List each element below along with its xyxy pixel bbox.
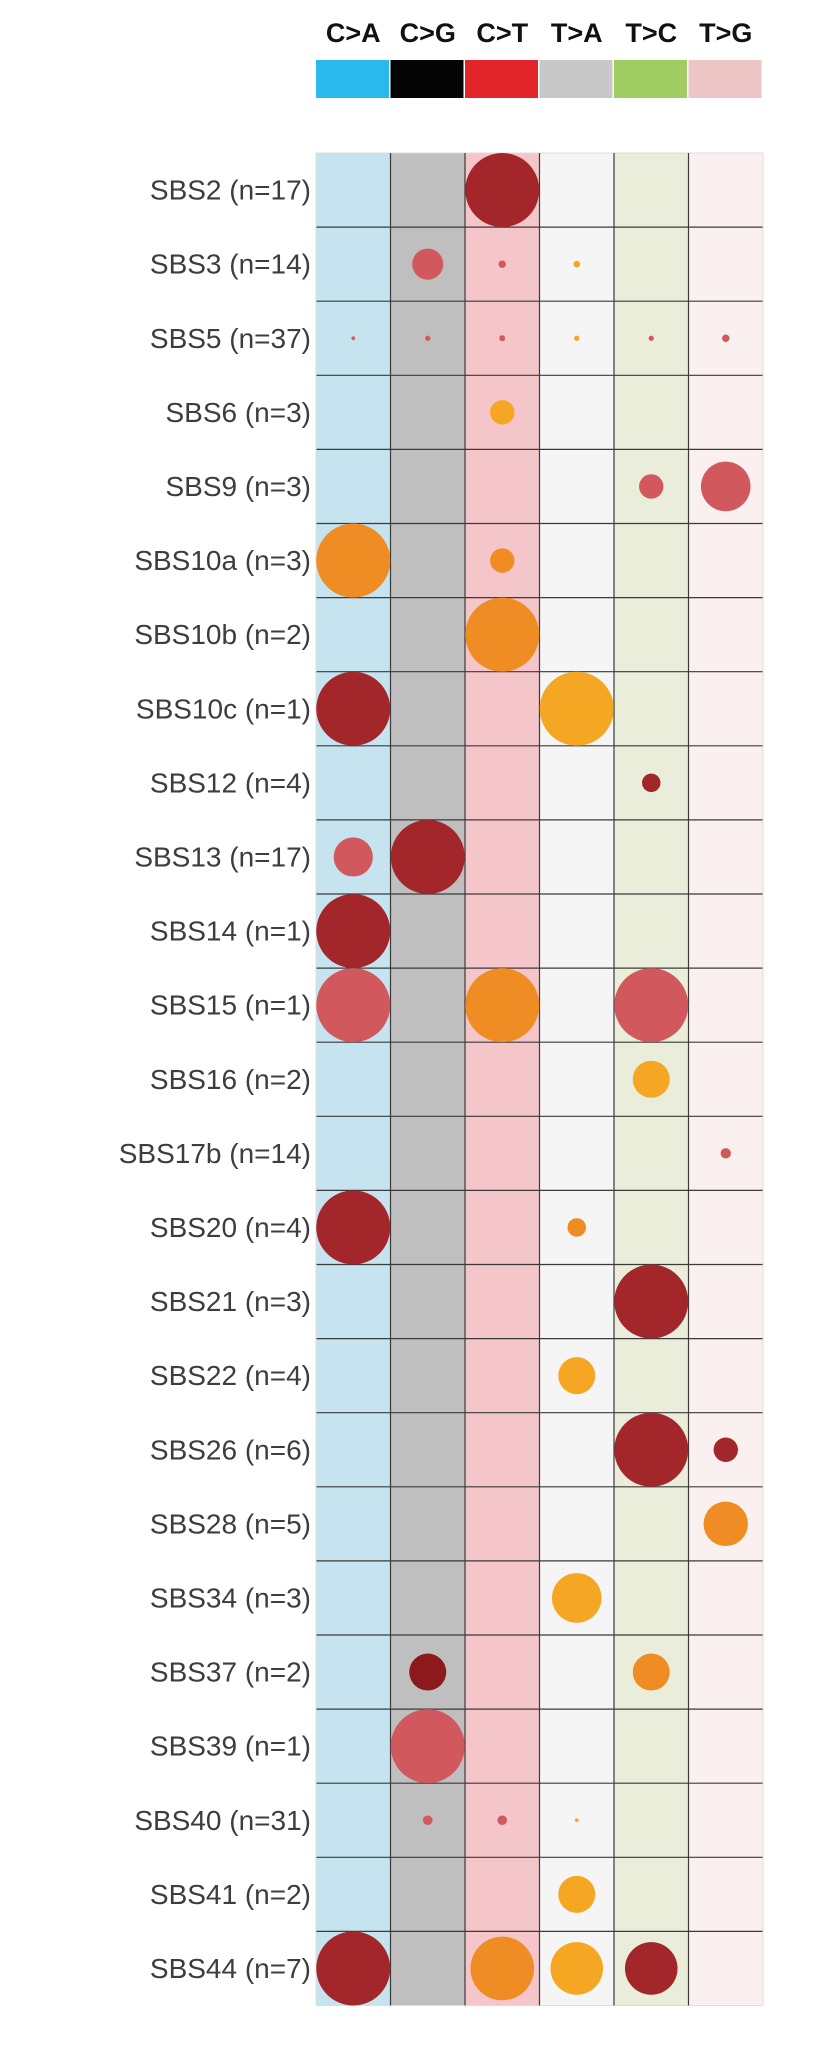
bubble-row3-c-to-t xyxy=(490,400,515,425)
bubble-row14-c-to-a xyxy=(316,1190,391,1265)
bubble-row1-c-to-g xyxy=(412,248,444,280)
legend-label-c-to-g: C>G xyxy=(400,18,456,48)
bubble-row7-c-to-a xyxy=(316,671,391,746)
legend-swatch-c-to-a xyxy=(316,60,389,98)
bubble-row12-t-to-c xyxy=(632,1060,670,1098)
column-band-t-to-g xyxy=(688,153,763,2006)
bubble-row22-t-to-a xyxy=(574,1818,579,1823)
legend-swatch-t-to-a xyxy=(539,60,613,98)
bubble-row2-c-to-a xyxy=(351,336,356,341)
bubble-row7-t-to-a xyxy=(539,671,614,746)
legend-label-t-to-c: T>C xyxy=(625,18,677,48)
bubble-row24-c-to-a xyxy=(316,1931,391,2006)
bubble-row2-c-to-t xyxy=(499,335,506,342)
row-label: SBS20 (n=4) xyxy=(150,1212,311,1243)
row-label: SBS13 (n=17) xyxy=(134,841,311,872)
bubble-row15-t-to-c xyxy=(614,1264,689,1339)
bubble-row8-t-to-c xyxy=(642,773,661,793)
mutation-type-legend: C>A C>G C>T T>A T>C T>G xyxy=(316,18,762,98)
bubble-row2-c-to-g xyxy=(425,335,431,341)
bubble-row2-t-to-c xyxy=(648,335,654,341)
bubble-row24-t-to-c xyxy=(624,1942,678,1995)
bubble-row5-c-to-a xyxy=(316,523,391,598)
row-label: SBS10b (n=2) xyxy=(134,619,311,650)
bubble-row1-c-to-t xyxy=(498,260,506,268)
bubble-row18-t-to-g xyxy=(703,1501,748,1547)
row-label: SBS5 (n=37) xyxy=(150,323,311,354)
row-label: SBS9 (n=3) xyxy=(165,471,311,502)
row-label: SBS15 (n=1) xyxy=(150,990,311,1021)
column-band-c-to-g xyxy=(390,153,465,2006)
row-label: SBS16 (n=2) xyxy=(150,1064,311,1095)
row-label: SBS12 (n=4) xyxy=(150,767,311,798)
row-labels: SBS2 (n=17) SBS3 (n=14) SBS5 (n=37) SBS6 (n… xyxy=(119,175,311,1984)
row-label: SBS14 (n=1) xyxy=(150,916,311,947)
legend-swatch-t-to-g xyxy=(688,60,762,98)
row-label: SBS41 (n=2) xyxy=(150,1879,311,1910)
legend-swatch-c-to-t xyxy=(465,60,538,98)
bubble-row22-c-to-g xyxy=(422,1815,433,1826)
bubble-row13-t-to-g xyxy=(720,1148,731,1159)
row-label: SBS3 (n=14) xyxy=(150,249,311,280)
bubble-row9-c-to-g xyxy=(390,819,465,894)
row-label: SBS6 (n=3) xyxy=(165,397,311,428)
bubble-row19-t-to-a xyxy=(551,1573,602,1623)
row-label: SBS39 (n=1) xyxy=(150,1731,311,1762)
bubble-row22-c-to-t xyxy=(497,1815,508,1826)
row-label: SBS28 (n=5) xyxy=(150,1508,311,1539)
bubble-row0-c-to-t xyxy=(465,153,540,228)
bubble-row2-t-to-g xyxy=(722,334,730,342)
legend-swatch-t-to-c xyxy=(614,60,687,98)
bubble-row23-t-to-a xyxy=(558,1875,596,1913)
bubble-row17-t-to-c xyxy=(614,1412,689,1487)
row-label: SBS22 (n=4) xyxy=(150,1360,311,1391)
row-label: SBS17b (n=14) xyxy=(119,1138,311,1169)
bubble-row21-c-to-g xyxy=(390,1709,465,1784)
legend-label-c-to-a: C>A xyxy=(326,18,381,48)
bubble-row10-c-to-a xyxy=(316,894,391,969)
bubble-row4-t-to-g xyxy=(700,461,751,512)
row-label: SBS10c (n=1) xyxy=(136,693,311,724)
bubble-row1-t-to-a xyxy=(573,260,581,268)
legend-label-t-to-a: T>A xyxy=(551,18,603,48)
row-label: SBS2 (n=17) xyxy=(150,175,311,206)
bubble-row9-c-to-a xyxy=(333,837,373,877)
row-label: SBS26 (n=6) xyxy=(150,1434,311,1465)
legend-label-c-to-t: C>T xyxy=(476,18,528,48)
bubbles xyxy=(316,153,751,2006)
row-label: SBS37 (n=2) xyxy=(150,1657,311,1688)
bubble-row2-t-to-a xyxy=(574,335,580,341)
row-label: SBS34 (n=3) xyxy=(150,1582,311,1613)
row-label: SBS10a (n=3) xyxy=(134,545,311,576)
legend-swatch-c-to-g xyxy=(390,60,464,98)
bubble-row11-t-to-c xyxy=(614,968,689,1043)
bubble-row16-t-to-a xyxy=(558,1357,596,1395)
bubble-row17-t-to-g xyxy=(713,1437,738,1462)
bubble-row20-t-to-c xyxy=(632,1653,670,1691)
bubble-row24-t-to-a xyxy=(550,1942,604,1995)
column-band-c-to-a xyxy=(316,153,391,2006)
bubble-row11-c-to-a xyxy=(316,968,391,1043)
row-label: SBS21 (n=3) xyxy=(150,1286,311,1317)
row-label: SBS44 (n=7) xyxy=(150,1953,311,1984)
bubble-row11-c-to-t xyxy=(465,968,540,1043)
bubble-row20-c-to-g xyxy=(409,1653,447,1691)
bubble-row24-c-to-t xyxy=(470,1936,535,2001)
bubble-row6-c-to-t xyxy=(465,597,540,672)
bubble-row14-t-to-a xyxy=(567,1218,586,1237)
bubble-row4-t-to-c xyxy=(639,474,664,499)
grid-lines xyxy=(315,152,764,2006)
column-band-c-to-t xyxy=(465,153,540,2006)
row-label: SBS40 (n=31) xyxy=(134,1805,311,1836)
bubble-row5-c-to-t xyxy=(490,548,515,573)
column-band-t-to-a xyxy=(539,153,614,2006)
legend-label-t-to-g: T>G xyxy=(699,18,752,48)
